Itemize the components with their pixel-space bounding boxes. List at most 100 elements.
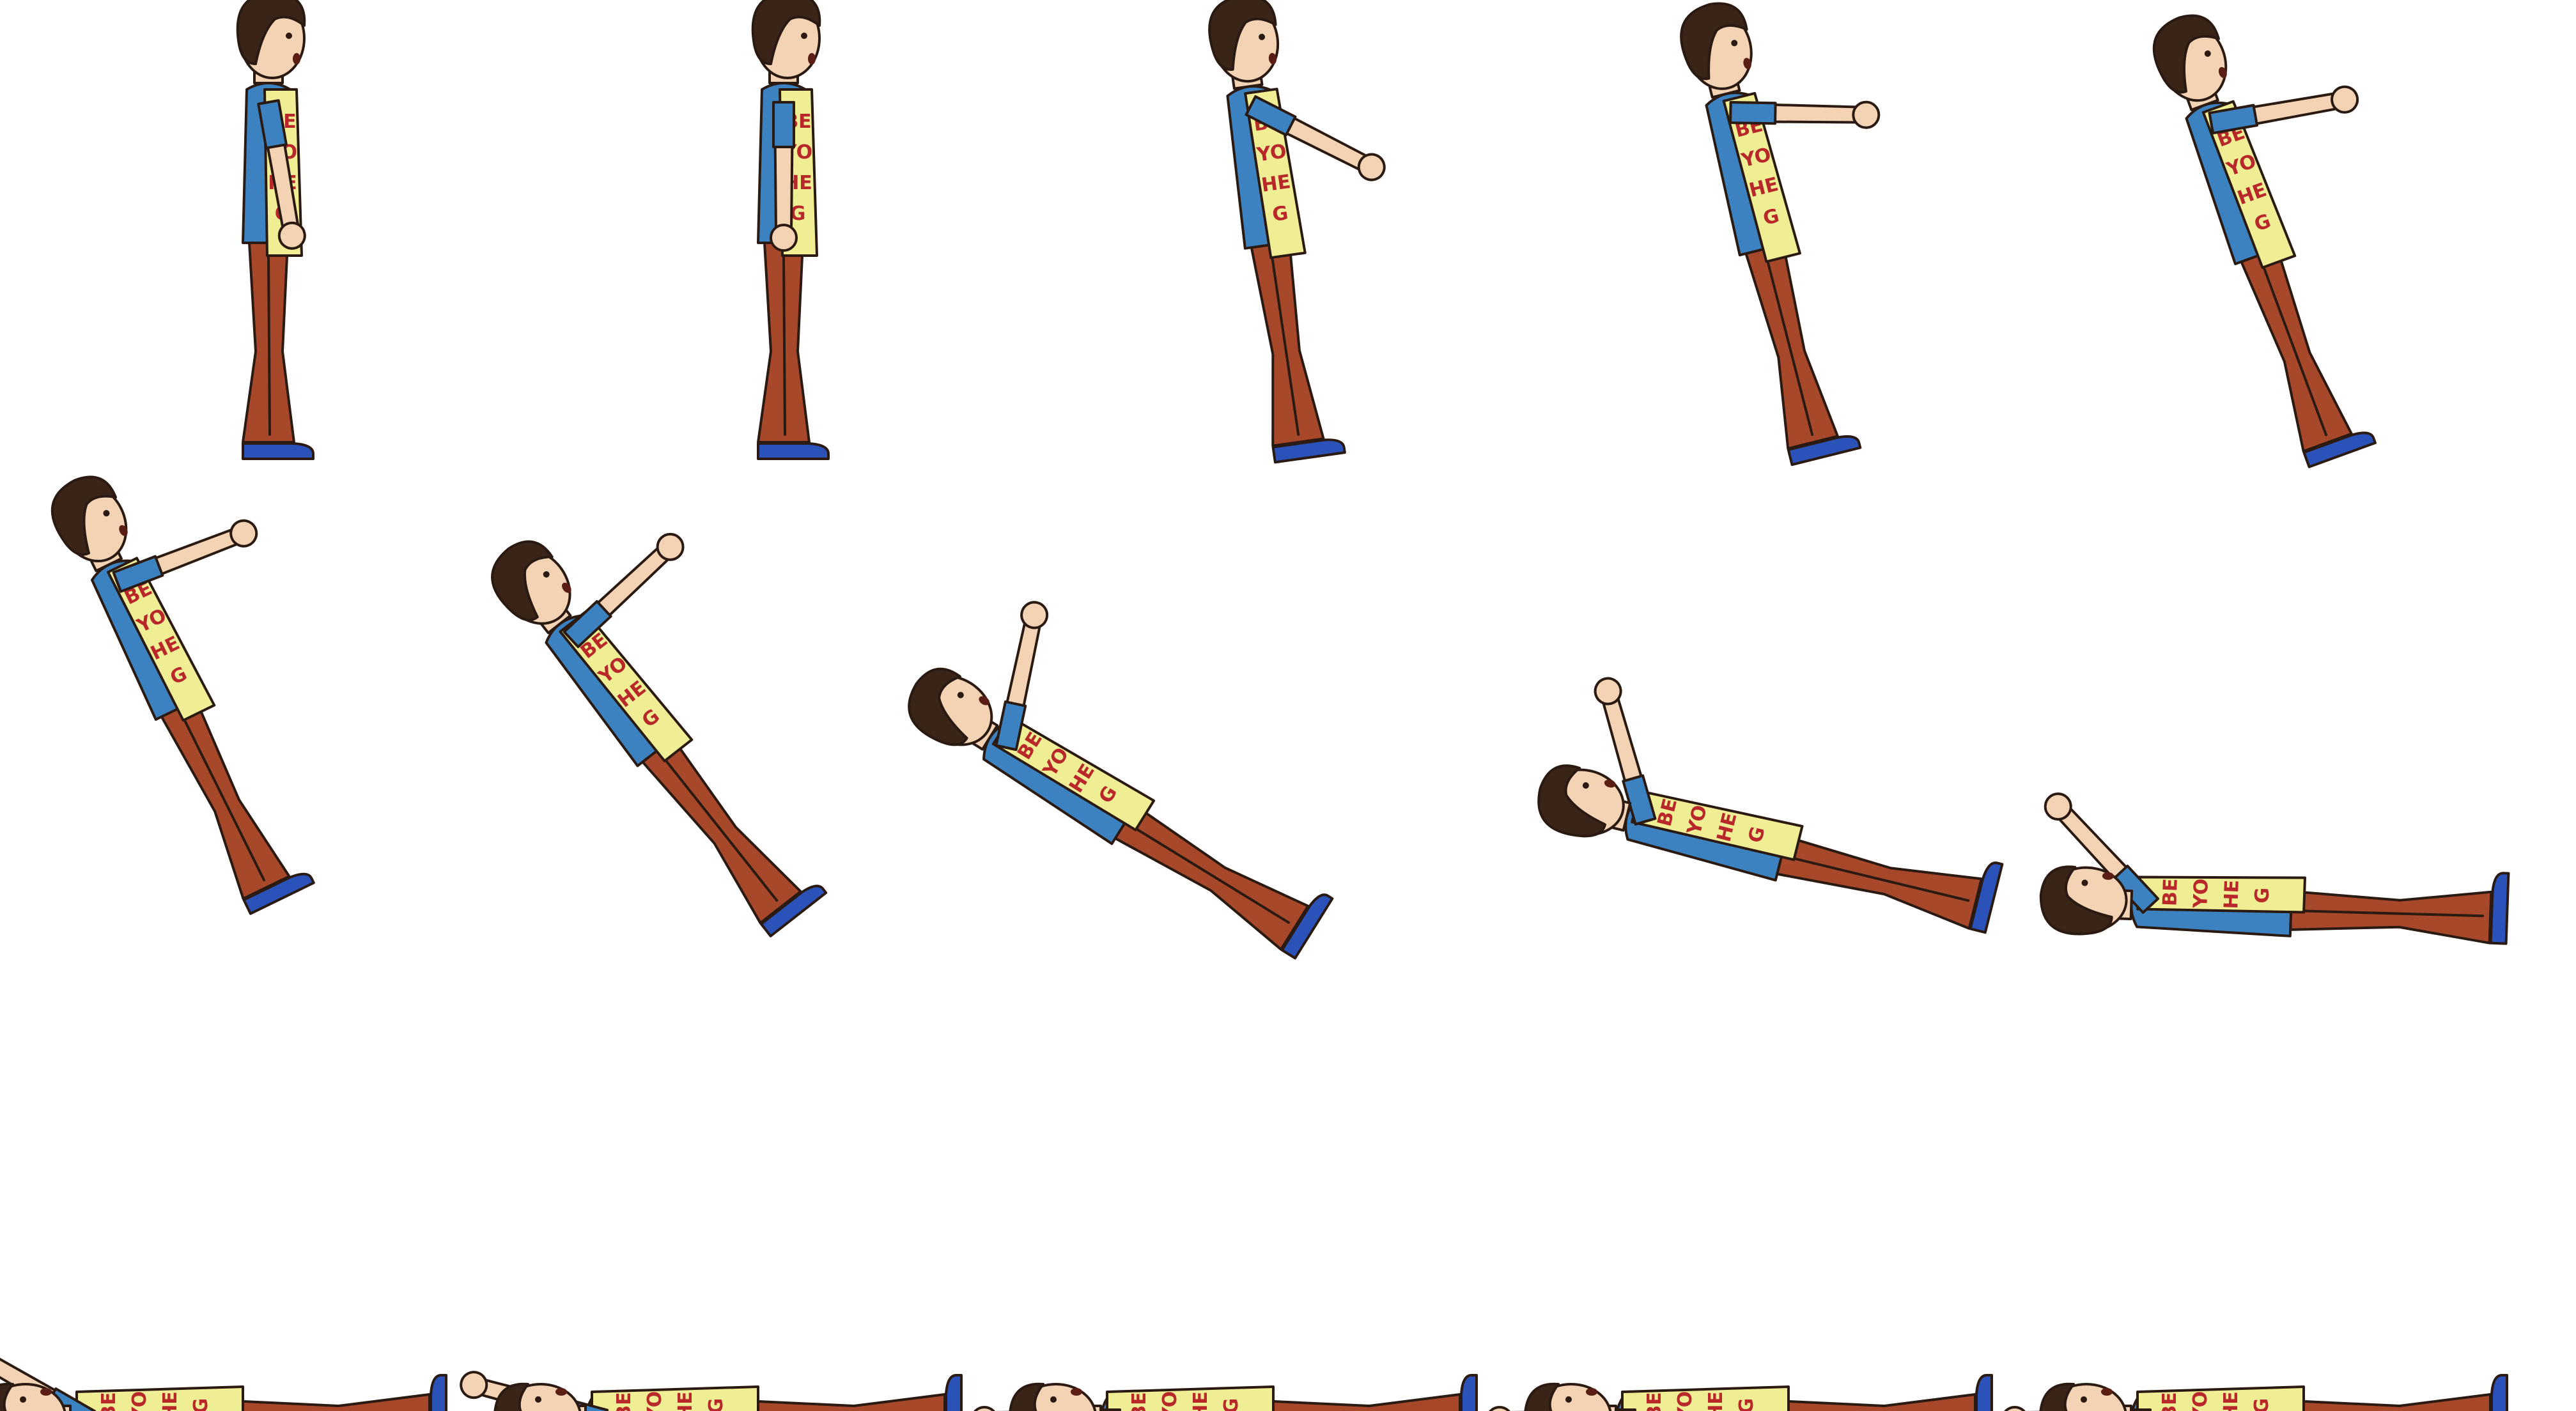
sprite-frame-15: BE YO HE G bbox=[2001, 941, 2576, 1411]
character-sprite-falling-back-4: BE YO HE G bbox=[1537, 677, 2004, 934]
apron bbox=[1621, 1385, 1790, 1411]
apron-text-line: BE bbox=[98, 1392, 120, 1411]
shoes bbox=[2490, 1374, 2508, 1411]
apron-text-line: HE bbox=[1705, 1391, 1727, 1411]
sprite-frame-4: BE YO HE G bbox=[1546, 0, 2061, 470]
arm bbox=[2044, 792, 2160, 914]
character-sprite-lying-flat: BE YO HE G bbox=[2001, 1374, 2508, 1411]
apron-text-line: YO bbox=[1159, 1391, 1181, 1411]
apron-text-line: BE bbox=[2159, 1392, 2181, 1411]
character-sprite-landing: BE YO HE G bbox=[2039, 792, 2510, 945]
hair bbox=[1537, 764, 1606, 838]
apron bbox=[591, 1385, 759, 1411]
apron-text-line: YO bbox=[128, 1391, 151, 1411]
hair bbox=[491, 540, 554, 622]
shoes bbox=[1975, 1374, 1993, 1411]
hair bbox=[50, 475, 118, 556]
apron-text-line: BE bbox=[613, 1392, 635, 1411]
sprite-frame-11: BE YO HE G bbox=[0, 941, 515, 1411]
head bbox=[1680, 2, 1753, 99]
fist bbox=[2001, 1406, 2029, 1411]
hair bbox=[908, 667, 968, 746]
head bbox=[0, 1382, 72, 1411]
hair bbox=[751, 0, 821, 65]
apron bbox=[107, 557, 216, 722]
hair bbox=[2039, 865, 2113, 936]
apron bbox=[1244, 88, 1307, 259]
fist bbox=[277, 221, 306, 250]
hair bbox=[1009, 1382, 1083, 1411]
apron-text-line: G bbox=[705, 1398, 727, 1411]
sprite-frame-7: BE YO HE G bbox=[491, 470, 1030, 941]
fist bbox=[2044, 792, 2072, 821]
hair bbox=[236, 0, 306, 65]
shoes bbox=[242, 872, 315, 915]
apron-text-line: HE bbox=[2220, 879, 2244, 909]
fist bbox=[1852, 100, 1881, 129]
shoes bbox=[759, 884, 828, 937]
shoes bbox=[430, 1374, 447, 1411]
apron-text-line: G bbox=[2251, 887, 2274, 904]
head bbox=[236, 0, 306, 84]
sprite-frame-10: BE YO HE G bbox=[2039, 470, 2576, 945]
apron-text-line: G bbox=[1271, 202, 1289, 226]
apron-text-line: HE bbox=[1260, 171, 1292, 197]
fist bbox=[460, 1371, 488, 1399]
arm bbox=[112, 519, 258, 593]
head bbox=[50, 475, 128, 573]
apron bbox=[2136, 1385, 2305, 1411]
character-sprite-lying-flat: BE YO HE G bbox=[970, 1374, 1478, 1411]
shoes bbox=[1271, 438, 1346, 464]
arm bbox=[1729, 100, 1881, 129]
shoes bbox=[2302, 431, 2377, 468]
apron-text-line: HE bbox=[2220, 1391, 2242, 1411]
apron-text-line: HE bbox=[1190, 1391, 1212, 1411]
pants bbox=[1259, 1393, 1461, 1411]
shoes bbox=[242, 442, 314, 460]
sprite-frame-14: BE YO HE G bbox=[1486, 941, 2061, 1411]
sprite-frame-6: BE YO HE G bbox=[0, 470, 515, 941]
arm bbox=[770, 101, 798, 252]
apron-text-line: HE bbox=[674, 1391, 697, 1411]
hair bbox=[493, 1382, 568, 1411]
sprite-frame-13: BE YO HE G bbox=[970, 941, 1546, 1411]
fist bbox=[1486, 1406, 1514, 1411]
apron-text-line: YO bbox=[2189, 878, 2213, 909]
hair bbox=[1208, 0, 1277, 71]
hair bbox=[2039, 1382, 2113, 1411]
character-sprite-lying-flat: BE YO HE G bbox=[1486, 1374, 1993, 1411]
apron-text-line: YO bbox=[2189, 1391, 2212, 1411]
head bbox=[1537, 764, 1632, 838]
arm bbox=[563, 532, 685, 649]
shoes bbox=[757, 442, 830, 460]
shoes bbox=[1280, 893, 1334, 960]
hair bbox=[2152, 14, 2220, 94]
apron-text-line: BE bbox=[1643, 1392, 1666, 1411]
fist bbox=[2331, 85, 2359, 114]
hair bbox=[1680, 2, 1748, 81]
head bbox=[1208, 0, 1280, 90]
fist bbox=[770, 224, 798, 252]
apron-text-line: YO bbox=[644, 1391, 666, 1411]
fist bbox=[1594, 677, 1622, 706]
pants bbox=[2290, 1393, 2492, 1411]
apron-text-line: G bbox=[190, 1398, 212, 1411]
fist bbox=[1020, 601, 1049, 629]
hair bbox=[0, 1382, 52, 1411]
head bbox=[908, 667, 999, 751]
sprite-frame-2: BE YO HE G bbox=[515, 0, 1030, 470]
